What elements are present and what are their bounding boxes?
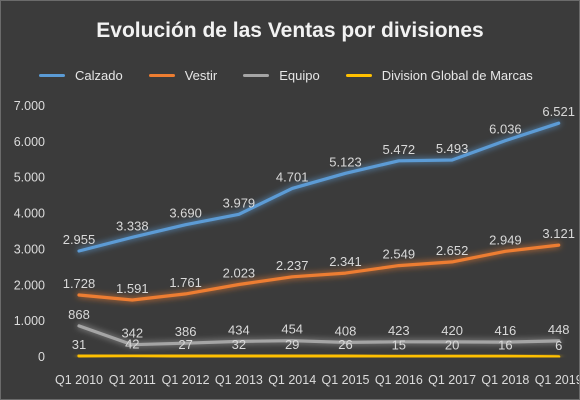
data-label-calzado: 5.493 — [436, 141, 469, 156]
data-label-vestir: 3.121 — [542, 226, 575, 241]
data-label-equipo: 448 — [548, 322, 570, 337]
data-label-division-global-de-marcas: 32 — [232, 337, 246, 352]
data-label-vestir: 2.023 — [223, 265, 256, 280]
data-label-equipo: 420 — [441, 323, 463, 338]
legend-swatch-equipo — [243, 73, 270, 77]
data-label-vestir: 1.761 — [169, 275, 202, 290]
data-label-equipo: 386 — [175, 324, 197, 339]
data-label-calzado: 4.701 — [276, 169, 309, 184]
data-label-calzado: 5.472 — [383, 142, 416, 157]
data-label-equipo: 434 — [228, 322, 250, 337]
data-label-division-global-de-marcas: 16 — [498, 337, 512, 352]
legend-item-vestir: Vestir — [148, 67, 218, 83]
data-label-calzado: 6.521 — [542, 104, 575, 119]
series-line-vestir — [77, 243, 561, 302]
legend-swatch-calzado — [39, 73, 65, 77]
series-line-calzado — [77, 121, 561, 253]
data-label-vestir: 2.549 — [383, 247, 416, 262]
y-tick-label: 3.000 — [14, 242, 45, 256]
data-label-vestir: 2.652 — [436, 243, 469, 258]
series-line-equipo — [77, 324, 561, 347]
data-label-equipo: 454 — [281, 322, 303, 337]
x-tick-label: Q1 2019 — [535, 373, 579, 387]
data-label-vestir: 1.591 — [116, 281, 149, 296]
x-tick-label: Q1 2012 — [162, 373, 210, 387]
x-tick-label: Q1 2017 — [428, 373, 476, 387]
data-label-division-global-de-marcas: 26 — [338, 337, 352, 352]
data-label-vestir: 2.949 — [489, 232, 522, 247]
data-label-calzado: 2.955 — [63, 232, 96, 247]
legend-label-division-global: Division Global de Marcas — [381, 67, 533, 83]
y-tick-label: 5.000 — [14, 171, 45, 185]
chart-legend: Calzado Vestir Equipo Division Global de… — [39, 65, 533, 85]
data-label-equipo: 868 — [68, 307, 90, 322]
x-tick-label: Q1 2018 — [481, 373, 529, 387]
data-label-equipo: 342 — [121, 326, 143, 341]
x-tick-label: Q1 2016 — [375, 373, 423, 387]
data-label-division-global-de-marcas: 31 — [72, 337, 86, 352]
x-tick-label: Q1 2010 — [55, 373, 103, 387]
data-label-equipo: 408 — [335, 323, 357, 338]
data-label-division-global-de-marcas: 42 — [125, 336, 139, 351]
x-tick-label: Q1 2014 — [268, 373, 316, 387]
data-label-vestir: 2.341 — [329, 254, 362, 269]
data-label-division-global-de-marcas: 15 — [392, 337, 406, 352]
y-tick-label: 0 — [38, 350, 45, 364]
data-label-calzado: 3.979 — [223, 195, 256, 210]
data-label-division-global-de-marcas: 20 — [445, 337, 459, 352]
y-tick-label: 4.000 — [14, 207, 45, 221]
data-label-calzado: 5.123 — [329, 154, 362, 169]
data-label-calzado: 3.338 — [116, 218, 149, 233]
legend-item-calzado: Calzado — [39, 68, 123, 83]
x-tick-label: Q1 2015 — [322, 373, 370, 387]
y-tick-label: 6.000 — [14, 135, 45, 149]
data-label-vestir: 2.237 — [276, 258, 309, 273]
data-label-division-global-de-marcas: 27 — [178, 337, 192, 352]
data-label-calzado: 3.690 — [169, 206, 202, 221]
data-label-vestir: 1.728 — [63, 276, 96, 291]
data-label-equipo: 423 — [388, 323, 410, 338]
series-line-division-global-de-marcas — [77, 353, 561, 359]
x-tick-label: Q1 2011 — [109, 373, 156, 387]
data-label-equipo: 416 — [495, 323, 517, 338]
legend-label-vestir: Vestir — [184, 67, 218, 83]
legend-label-calzado: Calzado — [75, 67, 123, 83]
y-tick-label: 7.000 — [14, 99, 45, 113]
legend-label-equipo: Equipo — [279, 67, 320, 83]
y-tick-label: 2.000 — [14, 278, 45, 292]
data-label-calzado: 6.036 — [489, 122, 522, 137]
legend-item-equipo: Equipo — [243, 67, 320, 83]
x-tick-label: Q1 2013 — [215, 373, 263, 387]
legend-swatch-division-global — [345, 73, 372, 77]
legend-swatch-vestir — [148, 73, 175, 77]
data-label-division-global-de-marcas: 6 — [555, 338, 562, 353]
data-label-division-global-de-marcas: 29 — [285, 337, 299, 352]
y-tick-label: 1.000 — [14, 314, 45, 328]
chart-title: Evolución de las Ventas por divisiones — [96, 19, 484, 42]
legend-item-division-global: Division Global de Marcas — [345, 67, 533, 83]
